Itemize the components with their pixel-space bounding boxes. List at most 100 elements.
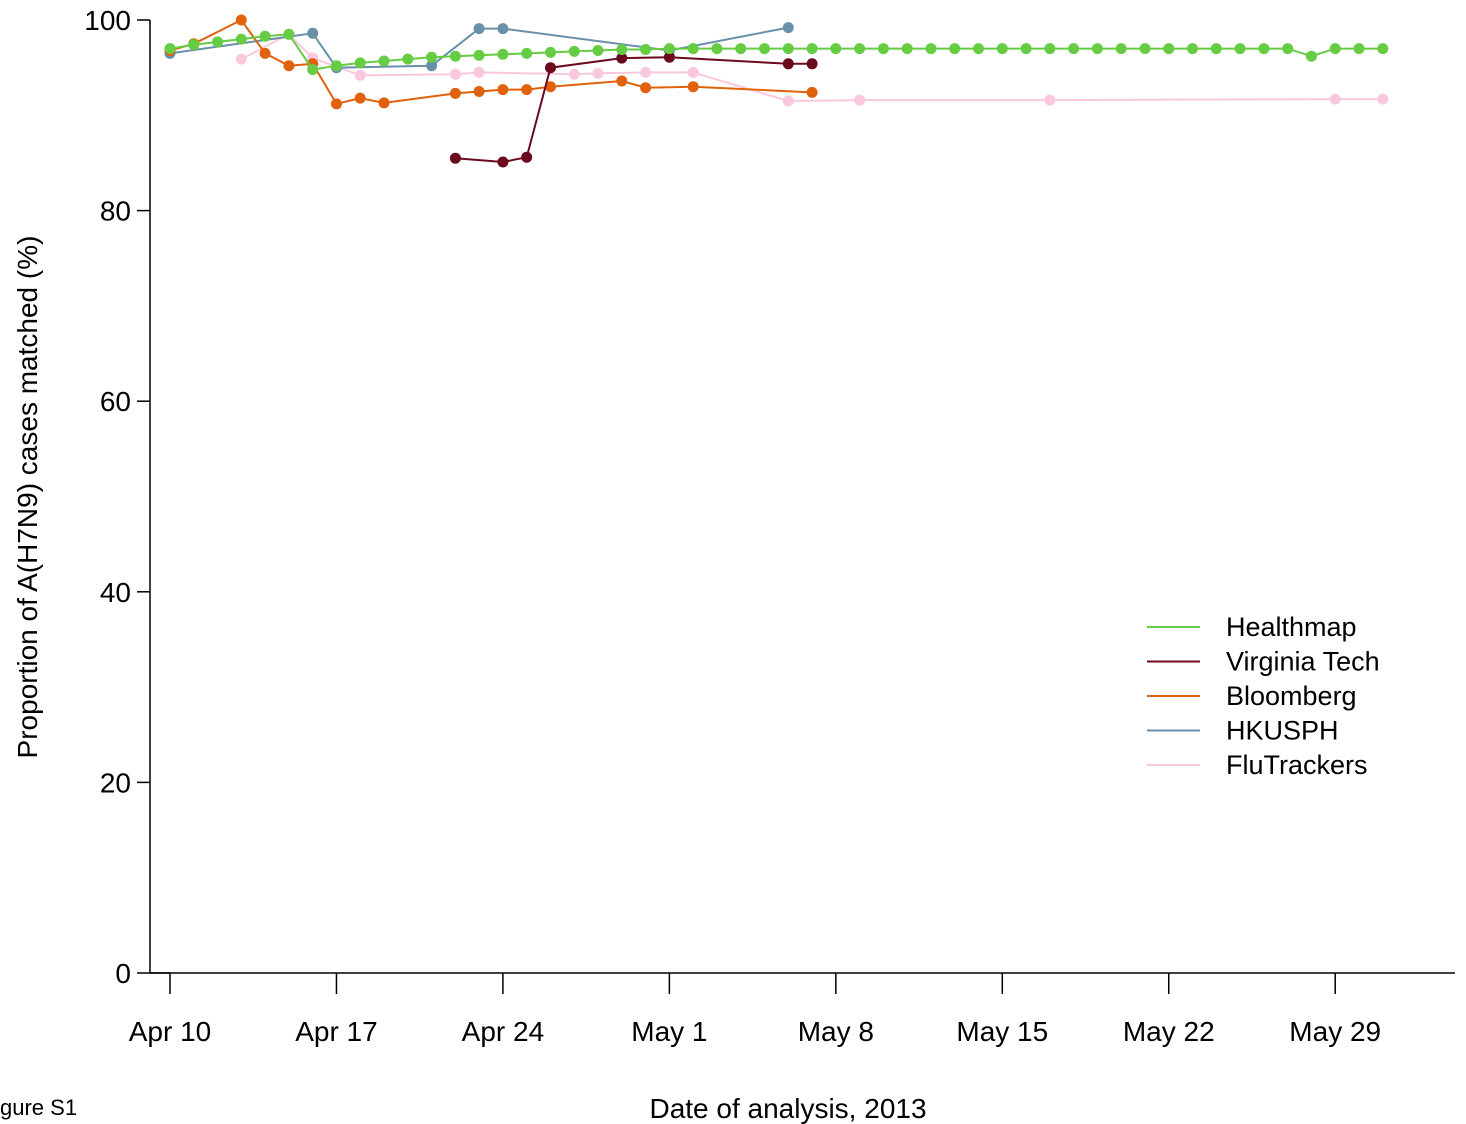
healthmap-point [1139,43,1151,55]
healthmap-point [1187,43,1198,55]
healthmap-point [830,43,842,55]
series-layer [164,14,1389,168]
healthmap-point [687,43,699,55]
bloomberg-point [473,86,485,97]
healthmap-point [426,51,438,63]
healthmap-point [1044,43,1056,55]
virginia-tech-point [663,51,675,63]
healthmap-point [782,43,794,55]
virginia-tech-point [521,151,533,163]
bloomberg-point [521,84,533,96]
healthmap-point [354,57,366,69]
flutrackers-point [687,66,699,78]
flutrackers-point [1329,93,1341,105]
healthmap-point [402,53,414,65]
y-ticks: 0 20 40 60 80 100 [84,5,150,989]
healthmap-point [735,43,747,55]
healthmap-point [331,60,342,72]
healthmap-point [568,45,580,57]
healthmap-point [1234,43,1246,55]
healthmap-point [806,43,818,55]
x-tick-label: May 1 [631,1016,707,1047]
x-tick-label: Apr 10 [129,1016,212,1047]
healthmap-point [1163,43,1175,55]
healthmap-point [711,43,723,55]
flutrackers-point [354,69,366,81]
healthmap-point [1091,43,1103,55]
healthmap-point [212,36,224,48]
legend-label-healthmap: Healthmap [1226,612,1357,642]
flutrackers-point [640,66,652,78]
healthmap-point [640,44,652,55]
hkusph-point [782,22,794,34]
virginia-tech-point [449,152,461,164]
virginia-tech-point [806,58,818,70]
healthmap-point [592,45,604,56]
healthmap-point [854,43,866,55]
figure-caption: gure S1 [0,1095,77,1120]
healthmap-point [1020,43,1032,55]
healthmap-point [235,33,247,45]
flutrackers-point [235,53,247,65]
x-tick-label: Apr 17 [295,1016,378,1047]
x-axis-title: Date of analysis, 2013 [649,1093,926,1124]
healthmap-point [1282,43,1294,55]
flutrackers-point [568,68,580,80]
flutrackers-point [449,68,461,80]
bloomberg-point [331,98,342,110]
bloomberg-point [616,75,628,87]
healthmap-point [307,64,319,76]
bloomberg-point [283,60,295,72]
healthmap-point [925,43,937,55]
bloomberg-point [354,92,366,104]
legend: Healthmap Virginia Tech Bloomberg HKUSPH Flu… [1147,612,1380,780]
healthmap-point [1115,43,1127,55]
bloomberg-point [806,86,818,98]
y-tick-label: 100 [84,5,131,36]
healthmap-point [188,39,200,51]
hkusph-point [497,23,509,35]
y-axis-title: Proportion of A(H7N9) cases matched (%) [12,236,43,759]
flutrackers-point [1377,93,1389,105]
healthmap-point [1258,43,1270,55]
hkusph-point [426,60,438,72]
x-tick-label: May 22 [1123,1016,1215,1047]
x-tick-label: May 8 [798,1016,874,1047]
healthmap-point [973,43,984,55]
flutrackers-point [782,95,794,107]
series-virginia-tech [449,51,818,168]
healthmap-point [1305,50,1317,62]
legend-label-hkusph: HKUSPH [1226,716,1339,746]
healthmap-point [949,43,961,55]
healthmap-point [901,43,913,55]
legend-label-virginia-tech: Virginia Tech [1226,647,1380,677]
healthmap-point [449,50,461,62]
x-tick-label: Apr 24 [462,1016,545,1047]
healthmap-line [169,33,1383,71]
bloomberg-point [259,47,271,59]
virginia-tech-point [616,52,628,64]
series-healthmap [164,28,1389,76]
virginia-tech-point [545,62,556,74]
healthmap-point [378,55,390,67]
virginia-tech-point [782,58,794,70]
flutrackers-point [854,94,866,106]
legend-label-bloomberg: Bloomberg [1226,681,1357,711]
healthmap-point [1377,43,1389,55]
y-tick-label: 60 [100,386,131,417]
y-tick-label: 80 [100,196,131,227]
bloomberg-point [235,14,247,26]
healthmap-point [877,43,889,55]
healthmap-point [996,43,1008,55]
healthmap-point [663,43,675,55]
healthmap-point [259,30,271,42]
bloomberg-point [449,87,461,99]
healthmap-point [1353,43,1365,55]
hkusph-point [473,23,485,35]
flutrackers-point [473,66,485,78]
healthmap-point [283,28,295,40]
flutrackers-point [592,67,604,79]
bloomberg-point [545,81,556,93]
bloomberg-point [687,81,699,93]
